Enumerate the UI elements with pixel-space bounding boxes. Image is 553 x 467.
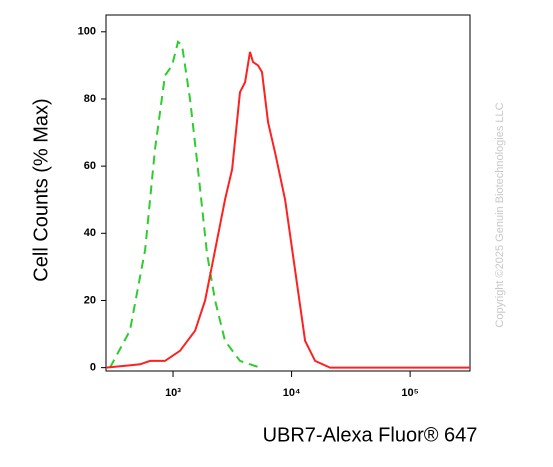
x-tick-label: 10⁴ <box>283 387 301 399</box>
y-tick-label: 40 <box>84 227 96 239</box>
series-line <box>105 51 470 369</box>
series-line <box>109 40 261 369</box>
x-tick-label: 10³ <box>165 387 181 399</box>
y-tick-label: 100 <box>78 26 96 38</box>
y-axis-label: Cell Counts (% Max) <box>30 98 52 281</box>
watermark: Copyright ©2025 Genuin Biotechnologies L… <box>494 102 506 327</box>
y-tick-label: 0 <box>90 362 96 374</box>
y-tick-label: 80 <box>84 93 96 105</box>
y-tick-label: 20 <box>84 294 96 306</box>
x-tick-label: 10⁵ <box>401 387 418 399</box>
x-axis-label: UBR7-Alexa Fluor® 647 <box>263 424 478 446</box>
y-tick-label: 60 <box>84 160 96 172</box>
plot-frame <box>105 14 471 372</box>
